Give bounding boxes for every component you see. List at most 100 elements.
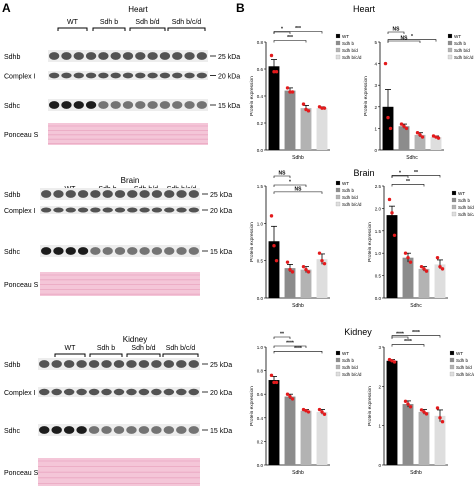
legend-label: Sdh b/d [342, 48, 358, 53]
bar [284, 268, 296, 298]
blot-band [114, 190, 126, 198]
legend-label: Sdh b/d [458, 205, 474, 210]
legend-label: WT [454, 34, 461, 39]
blot-band [151, 190, 163, 198]
row-label: Ponceau S [4, 132, 39, 139]
blot-band [176, 360, 187, 368]
legend-label: Sdh b/c/d [454, 55, 474, 60]
legend-label: WT [342, 351, 349, 356]
blot-band [164, 247, 175, 255]
panel-label-b: B [236, 1, 245, 15]
significance-label: * [399, 171, 401, 177]
blot-band [63, 426, 75, 434]
blot-band [98, 101, 109, 109]
row-label: Ponceau S [4, 282, 39, 289]
significance-bracket [273, 175, 291, 178]
significance-label: ** [280, 332, 284, 338]
blot-band [77, 247, 89, 255]
y-tick-label: 1 [378, 424, 381, 429]
blot-band [85, 52, 97, 60]
blot-band [184, 101, 195, 109]
legend-label: Sdh b [342, 188, 354, 193]
data-point [392, 233, 397, 237]
blot-band [139, 247, 150, 255]
significance-label: NS [279, 171, 287, 177]
blot-band [151, 360, 162, 368]
bar [418, 268, 430, 298]
blot-band [113, 388, 125, 396]
bar [418, 411, 430, 465]
blot-band [102, 190, 113, 198]
data-point [420, 135, 425, 139]
blot-band [138, 388, 150, 396]
legend-swatch [447, 54, 453, 60]
legend-swatch [449, 371, 455, 377]
data-point [285, 260, 290, 264]
significance-bracket [387, 31, 405, 34]
blot-band [90, 207, 101, 213]
blot-title: Brain [121, 176, 140, 185]
y-tick-label: 0.0 [257, 148, 264, 153]
blot-band [176, 247, 187, 255]
significance-bracket [273, 191, 323, 194]
bar [300, 108, 312, 150]
legend-label: Sdh b/c/d [342, 372, 362, 377]
legend-label: WT [342, 181, 349, 186]
blot-band [77, 207, 89, 213]
data-point [272, 244, 276, 248]
bar [414, 134, 426, 150]
y-tick-label: 1.0 [375, 251, 382, 256]
blot-band [110, 101, 121, 109]
lane-group-label: Sdh b/c/d [166, 345, 196, 352]
blot-band [147, 52, 158, 60]
legend-label: Sdh b [342, 41, 354, 46]
marker-label: 15 kDa [210, 249, 232, 256]
data-point [424, 412, 429, 416]
blot-band [63, 360, 75, 368]
bar [316, 411, 328, 465]
blot-heart: Heart WT Sdh b Sdh b/d Sdh b/c/d Sdhb 25 kDa Co… [4, 5, 240, 145]
row-label: Sdhc [4, 249, 20, 256]
lane-group-bracket [57, 27, 88, 31]
legend-label: Sdh b/c/d [342, 55, 362, 60]
data-point [274, 380, 279, 385]
data-point [274, 258, 279, 263]
bar-chart-brain-sdhc-3: 0.0 0.5 1.0 1.5 2.0 2.5 Protein expression Sdhc… [367, 170, 474, 309]
lane-group-bracket [92, 27, 126, 31]
data-point [301, 102, 306, 106]
marker-label: 20 kDa [210, 390, 232, 397]
y-axis-label: Protein expression [367, 222, 373, 262]
blot-band [73, 72, 84, 79]
data-point [306, 270, 311, 274]
blot-band [53, 247, 64, 255]
data-point [290, 397, 295, 401]
data-point [438, 416, 442, 420]
blot-band [126, 426, 137, 434]
legend-swatch [335, 201, 341, 207]
legend-swatch [449, 350, 455, 356]
y-axis-label: Protein expression [249, 76, 255, 116]
significance-label: ** [414, 170, 418, 176]
blot-band [110, 72, 121, 79]
significance-bracket [273, 184, 307, 187]
section-title-kidney: Kidney [344, 327, 372, 337]
data-point [269, 214, 274, 218]
bar [434, 264, 446, 298]
blot-kidney: Kidney WT Sdh b Sdh b/d Sdh b/c/d Sdhb 25 kDa C… [4, 335, 232, 486]
blot-band [147, 72, 158, 79]
blot-band [164, 207, 175, 213]
blot-band [113, 426, 125, 434]
blot-band [127, 190, 138, 198]
legend-swatch [451, 204, 457, 210]
row-label: Sdhc [4, 428, 20, 435]
lane-group-label: WT [67, 19, 79, 26]
y-tick-label: 0.8 [257, 40, 264, 45]
blot-band [65, 190, 76, 198]
x-axis-label: Sdhb [292, 155, 304, 161]
data-point [436, 136, 441, 140]
blot-band [151, 426, 162, 434]
significance-bracket [273, 351, 323, 354]
lane-group-bracket [54, 353, 86, 357]
